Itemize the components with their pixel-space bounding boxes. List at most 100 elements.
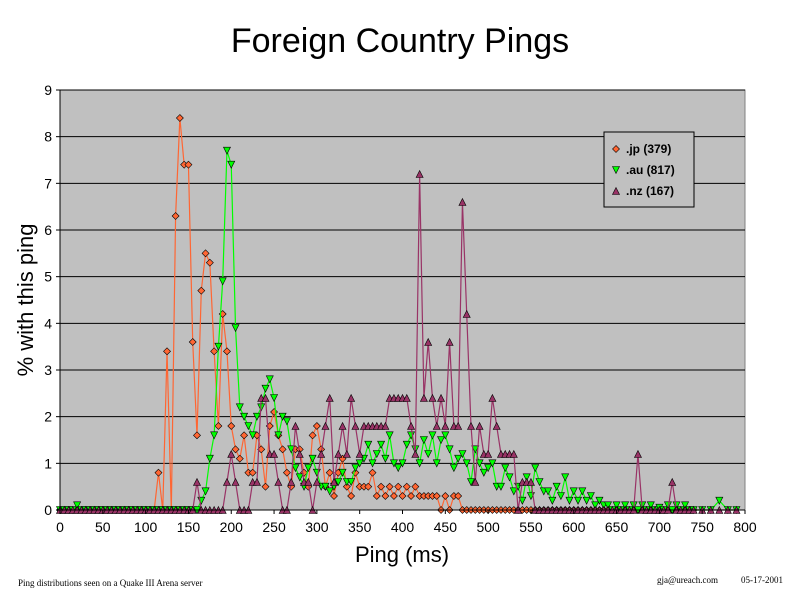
data-point-nz — [467, 421, 475, 430]
legend-marker-jp — [612, 145, 620, 153]
data-point-jp — [282, 468, 291, 477]
data-point-au — [556, 492, 565, 501]
y-tick-label: 9 — [44, 82, 52, 98]
x-axis-title: Ping (ms) — [355, 542, 449, 567]
data-point-nz — [475, 421, 484, 430]
data-point-au — [522, 473, 531, 482]
data-point-au — [218, 277, 227, 286]
data-point-jp — [231, 445, 240, 454]
data-point-jp — [398, 492, 407, 500]
data-point-nz — [488, 393, 497, 402]
data-point-jp — [441, 492, 450, 500]
data-point-jp — [201, 249, 210, 258]
data-point-au — [240, 412, 249, 421]
data-point-jp — [175, 114, 184, 122]
data-point-jp — [223, 347, 231, 356]
data-point-jp — [210, 347, 219, 356]
data-point-jp — [154, 468, 163, 477]
x-tick-label: 500 — [476, 519, 500, 535]
data-point-au — [347, 478, 356, 487]
data-point-au — [372, 450, 381, 459]
data-point-nz — [445, 337, 454, 346]
data-point-nz — [419, 393, 428, 402]
data-point-au — [663, 501, 672, 510]
legend-label-nz: .nz (167) — [626, 184, 674, 198]
footer-email: gja@ureach.com — [657, 575, 719, 585]
data-point-au — [222, 146, 231, 155]
data-point-au — [432, 459, 441, 468]
data-point-au — [531, 464, 540, 473]
data-point-jp — [390, 492, 398, 500]
y-tick-label: 1 — [44, 455, 52, 471]
data-point-au — [488, 459, 497, 468]
data-point-au — [484, 464, 493, 473]
data-point-nz — [295, 449, 304, 458]
data-point-au — [73, 501, 82, 510]
x-tick-label: 450 — [434, 519, 458, 535]
data-point-jp — [163, 347, 171, 356]
data-point-nz — [462, 309, 471, 318]
data-point-jp — [308, 431, 317, 440]
data-point-jp — [235, 454, 244, 463]
data-point-au — [415, 459, 424, 468]
y-tick-label: 2 — [44, 409, 52, 425]
data-point-au — [205, 454, 214, 463]
data-point-jp — [402, 482, 411, 491]
data-point-au — [252, 412, 261, 421]
data-point-jp — [193, 431, 201, 440]
data-point-nz — [252, 477, 261, 486]
data-point-nz — [261, 393, 270, 402]
data-point-jp — [377, 482, 386, 491]
data-point-au — [201, 487, 210, 496]
data-point-nz — [402, 393, 411, 402]
data-point-nz — [317, 449, 326, 458]
data-point-au — [261, 384, 270, 393]
data-point-nz — [432, 421, 441, 430]
data-point-au — [672, 501, 681, 510]
y-tick-label: 3 — [44, 362, 52, 378]
data-point-au — [441, 431, 450, 440]
y-tick-label: 0 — [44, 502, 52, 518]
data-point-nz — [287, 477, 296, 486]
data-point-au — [496, 482, 505, 491]
y-tick-label: 6 — [44, 222, 52, 238]
data-point-jp — [240, 431, 249, 440]
data-point-au — [454, 454, 463, 463]
data-point-au — [479, 468, 488, 477]
data-point-nz — [509, 449, 518, 458]
data-point-au — [377, 440, 386, 449]
data-point-au — [591, 501, 600, 510]
data-point-au — [235, 403, 244, 412]
data-point-au — [595, 496, 604, 505]
series-nz — [56, 169, 741, 514]
data-point-nz — [355, 449, 364, 458]
data-point-jp — [432, 492, 441, 500]
data-point-au — [565, 496, 574, 505]
data-point-nz — [484, 449, 493, 458]
data-point-nz — [338, 421, 347, 430]
data-point-nz — [633, 449, 642, 458]
data-point-au — [548, 496, 557, 505]
x-tick-label: 650 — [605, 519, 629, 535]
data-point-jp — [261, 482, 270, 491]
data-point-nz — [231, 477, 240, 486]
data-point-jp — [394, 482, 403, 491]
data-point-jp — [330, 492, 338, 500]
data-point-jp — [184, 160, 193, 169]
data-point-au — [270, 394, 279, 403]
legend: .jp (379) .au (817) .nz (167) — [603, 131, 695, 208]
data-point-au — [471, 445, 480, 454]
data-point-au — [274, 431, 283, 440]
data-point-au — [364, 440, 373, 449]
data-point-nz — [227, 449, 236, 458]
data-point-au — [394, 464, 403, 473]
data-point-nz — [321, 421, 330, 430]
data-point-au — [501, 464, 510, 473]
data-point-au — [475, 459, 484, 468]
data-point-au — [428, 431, 437, 440]
data-point-au — [278, 412, 287, 421]
data-point-nz — [270, 449, 279, 458]
data-point-au — [621, 501, 630, 510]
x-tick-label: 200 — [220, 519, 244, 535]
data-point-jp — [368, 468, 377, 477]
